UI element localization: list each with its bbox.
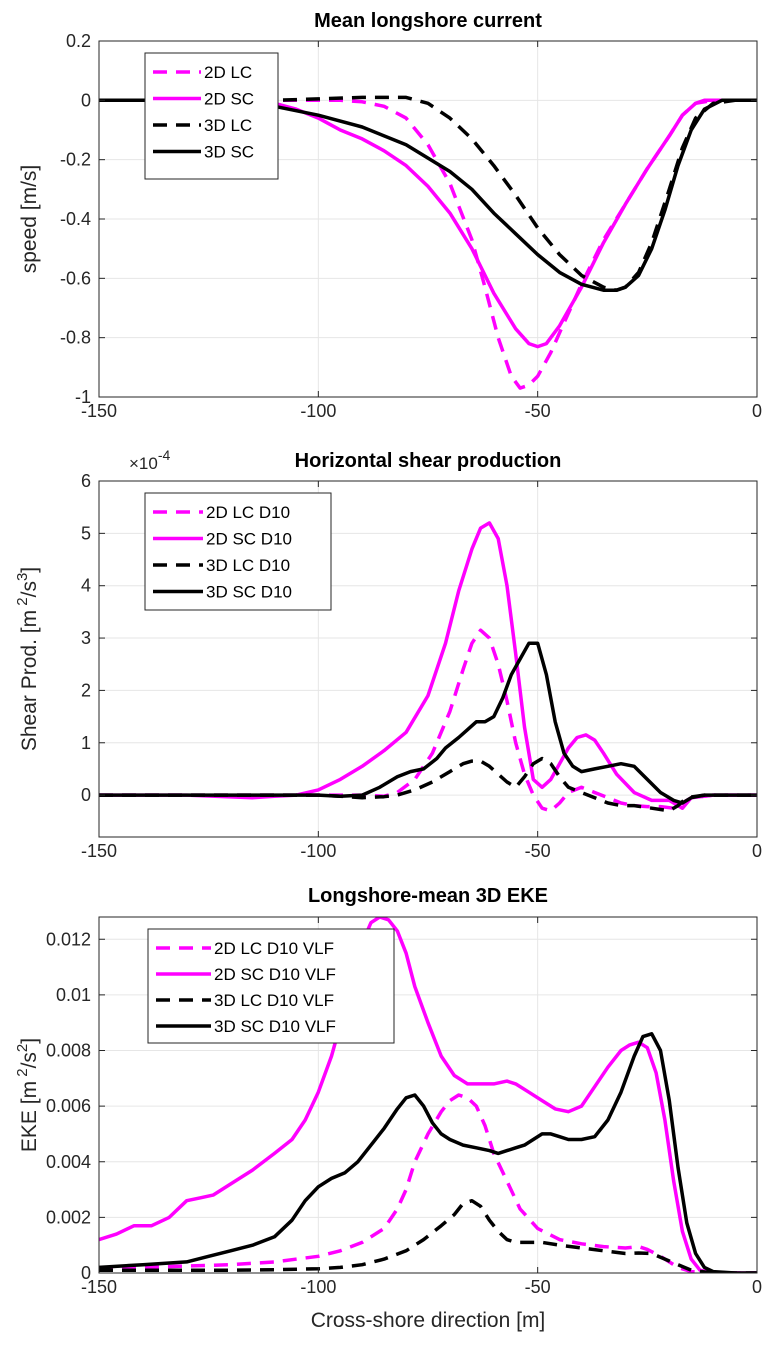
chart-title: Horizontal shear production — [295, 450, 562, 472]
chart-panel-1: -150 -100 -50 0 -1 -0.8 -0.6 -0.4 -0.2 0 0.2 Mean l… — [18, 10, 762, 421]
axes-frame — [98, 916, 758, 1274]
x-tick-label: 0 — [752, 841, 762, 861]
legend-label: 3D LC — [204, 116, 252, 135]
y-tick-label: 0 — [81, 1263, 91, 1283]
x-tick-label: -100 — [300, 841, 336, 861]
legend: 2D LC D10 VLF 2D SC D10 VLF 3D LC D10 VLF 3… — [147, 928, 395, 1044]
series-line-2d-lc-d10-vlf — [99, 1093, 757, 1273]
series-line-2d-sc-d10 — [99, 521, 757, 810]
x-tick-label: 0 — [752, 401, 762, 421]
y-tick-label: 0.004 — [46, 1152, 91, 1172]
x-tick-label: -50 — [525, 1277, 551, 1297]
series-line-2d-sc — [99, 98, 757, 349]
legend-label: 3D LC D10 — [206, 556, 290, 575]
legend: 2D LC D10 2D SC D10 3D LC D10 3D SC D10 — [144, 492, 332, 611]
x-tick-label: -150 — [81, 401, 117, 421]
y-tick-label: 0 — [81, 90, 91, 110]
x-axis-label: Cross-shore direction [m] — [311, 1309, 546, 1332]
legend-label: 2D SC D10 VLF — [214, 965, 336, 984]
chart-panel-3: -150 -100 -50 0 0 0.002 0.004 0.006 0.008 0.01 0.0… — [14, 885, 762, 1332]
legend-label: 3D SC — [204, 143, 254, 162]
x-tick-label: -100 — [300, 1277, 336, 1297]
y-tick-label: -0.6 — [60, 268, 91, 288]
y-axis-label: EKE [m 2/s2] — [14, 1038, 41, 1152]
y-tick-label: -1 — [75, 387, 91, 407]
y-tick-label: 1 — [81, 733, 91, 753]
y-tick-label: 3 — [81, 628, 91, 648]
series-line-2d-lc — [99, 98, 757, 390]
y-tick-label: -0.2 — [60, 150, 91, 170]
series-line-2d-sc-d10-vlf — [99, 917, 757, 1273]
y-tick-label: 0.2 — [66, 31, 91, 51]
series-line-3d-lc-d10 — [99, 756, 757, 813]
legend-label: 2D LC D10 VLF — [214, 939, 334, 958]
y-tick-label: 4 — [81, 576, 91, 596]
x-tick-label: -50 — [525, 841, 551, 861]
y-tick-label: 0.008 — [46, 1041, 91, 1061]
y-axis-label: Shear Prod. [m 2/s3] — [14, 567, 41, 751]
legend-label: 3D SC D10 VLF — [214, 1017, 336, 1036]
y-tick-label: 0.012 — [46, 929, 91, 949]
chart-title: Mean longshore current — [314, 10, 542, 32]
series-line-3d-lc — [99, 95, 757, 292]
series-line-3d-sc-d10-vlf — [99, 1032, 757, 1273]
x-tick-label: -100 — [300, 401, 336, 421]
axes-frame — [98, 480, 758, 838]
y-tick-label: 6 — [81, 471, 91, 491]
y-tick-label: 0.006 — [46, 1096, 91, 1116]
x-tick-label: 0 — [752, 1277, 762, 1297]
x-tick-label: -150 — [81, 841, 117, 861]
y-tick-label: 2 — [81, 680, 91, 700]
chart-title: Longshore-mean 3D EKE — [308, 885, 548, 907]
legend-label: 2D SC — [204, 90, 254, 109]
legend-label: 2D LC — [204, 63, 252, 82]
x-tick-label: -150 — [81, 1277, 117, 1297]
series-line-3d-sc — [99, 98, 757, 292]
legend-label: 3D SC D10 — [206, 583, 292, 602]
y-tick-label: 0.002 — [46, 1207, 91, 1227]
legend-label: 2D SC D10 — [206, 530, 292, 549]
y-exponent-label: ×10-4 — [129, 447, 171, 473]
y-tick-label: -0.4 — [60, 209, 91, 229]
legend-label: 3D LC D10 VLF — [214, 991, 334, 1010]
chart-panel-2: -150 -100 -50 0 0 1 2 3 4 5 6 Horizontal shear prod… — [14, 447, 762, 861]
legend-label: 2D LC D10 — [206, 503, 290, 522]
y-axis-label: speed [m/s] — [18, 165, 41, 274]
legend-box — [144, 52, 279, 180]
y-tick-label: 5 — [81, 523, 91, 543]
series-line-3d-sc-d10 — [99, 641, 757, 805]
y-tick-label: -0.8 — [60, 328, 91, 348]
y-tick-label: 0 — [81, 785, 91, 805]
legend: 2D LC 2D SC 3D LC 3D SC — [144, 52, 279, 180]
series-line-3d-lc-d10-vlf — [99, 1198, 757, 1273]
x-tick-label: -50 — [525, 401, 551, 421]
y-tick-label: 0.01 — [56, 985, 91, 1005]
